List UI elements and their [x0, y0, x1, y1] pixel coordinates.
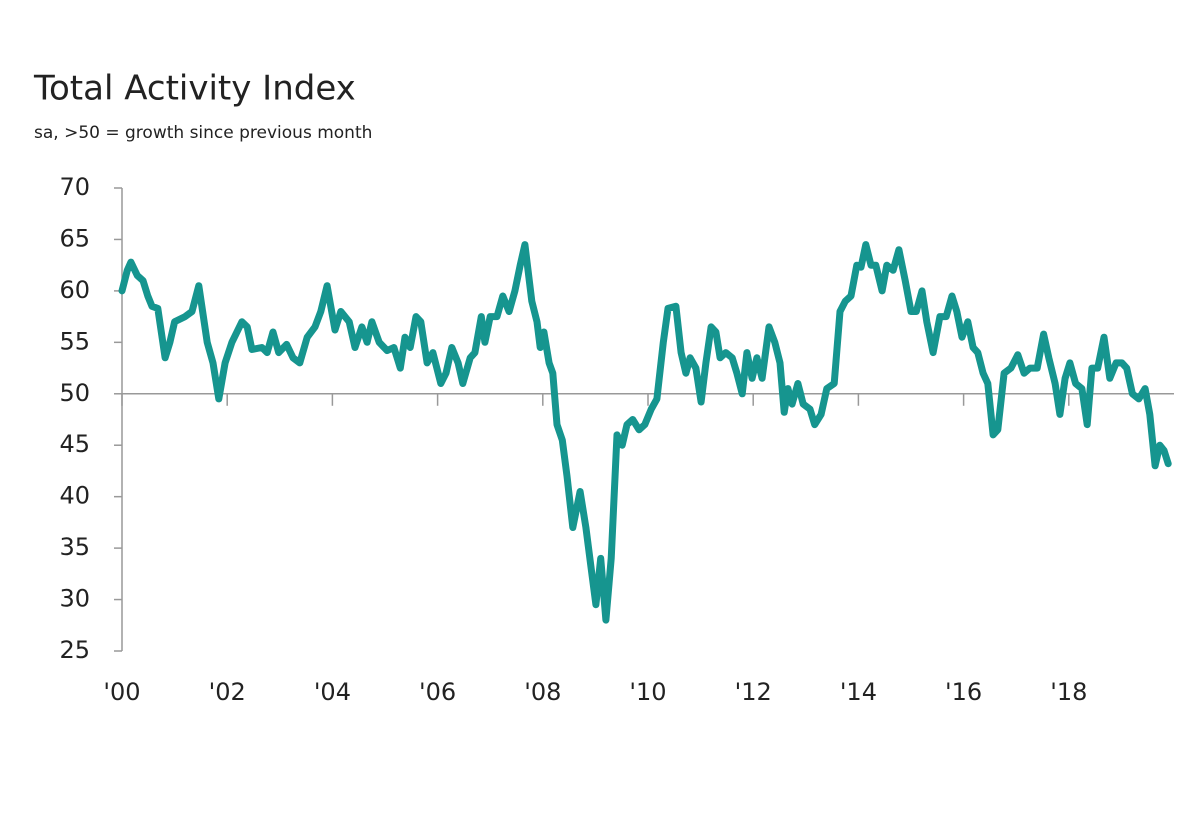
x-tick-label: '08: [524, 678, 561, 706]
y-tick-label: 45: [59, 430, 90, 458]
x-tick-label: '12: [735, 678, 772, 706]
x-tick-label: '14: [840, 678, 877, 706]
x-tick-label: '02: [209, 678, 246, 706]
y-tick-label: 55: [59, 327, 90, 355]
series-line: [118, 241, 1172, 624]
y-tick-label: 65: [59, 224, 90, 252]
x-tick-label: '10: [629, 678, 666, 706]
y-tick-label: 60: [59, 276, 90, 304]
y-tick-label: 50: [59, 379, 90, 407]
y-tick-label: 70: [59, 173, 90, 201]
x-tick-label: '16: [945, 678, 982, 706]
x-tick-label: '18: [1050, 678, 1087, 706]
x-tick-label: '04: [314, 678, 351, 706]
x-tick-label: '06: [419, 678, 456, 706]
chart-title: Total Activity Index: [33, 69, 356, 109]
x-tick-label: '00: [103, 678, 140, 706]
chart-subtitle: sa, >50 = growth since previous month: [34, 123, 372, 143]
y-tick-label: 35: [59, 533, 90, 561]
y-tick-label: 40: [59, 482, 90, 510]
y-tick-label: 25: [59, 636, 90, 664]
y-tick-label: 30: [59, 585, 90, 613]
